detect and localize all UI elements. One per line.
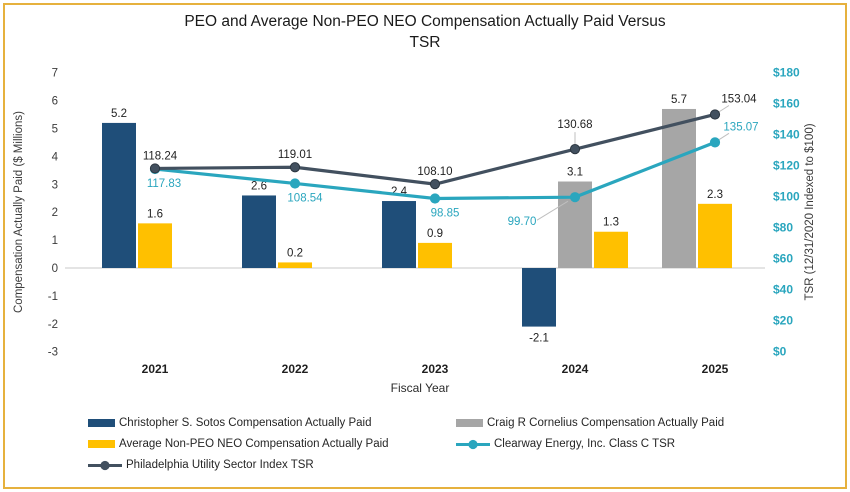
legend-label: Philadelphia Utility Sector Index TSR [126, 459, 314, 471]
y-left-tick-5: 5 [52, 124, 58, 136]
legend-item-philly: Philadelphia Utility Sector Index TSR [88, 459, 456, 471]
legend: Christopher S. Sotos Compensation Actual… [88, 417, 724, 471]
marker-philly-2022 [289, 162, 301, 173]
bar-swatch-icon [456, 419, 483, 427]
y-left-tick--1: -1 [48, 291, 58, 303]
marker-clearway-2025 [709, 137, 721, 148]
marker-philly-2023 [429, 179, 441, 190]
marker-philly-2021 [149, 163, 161, 174]
bar-avg_non_peo-2023 [418, 242, 452, 268]
bar-avg_non_peo-2022 [278, 262, 312, 268]
label-leader-philly-2025 [717, 105, 730, 113]
line-label-philly-2024: 130.68 [557, 119, 592, 131]
bar-swatch-icon [88, 440, 115, 448]
bar-label-cornelius-2024: 3.1 [567, 167, 583, 179]
legend-item-sotos: Christopher S. Sotos Compensation Actual… [88, 417, 456, 429]
line-label-clearway-2025: 135.07 [723, 121, 758, 133]
y-right-tick-100: $100 [773, 190, 800, 204]
line-label-clearway-2022: 108.54 [287, 192, 323, 204]
bar-label-avg_non_peo-2022: 0.2 [287, 247, 303, 259]
y-left-tick-0: 0 [52, 263, 58, 275]
bar-sotos-2021 [102, 122, 136, 268]
bar-swatch-icon [88, 419, 115, 427]
y-right-tick-80: $80 [773, 221, 793, 235]
bar-label-avg_non_peo-2025: 2.3 [707, 189, 723, 201]
y-left-tick-7: 7 [52, 68, 58, 80]
legend-item-cornelius: Craig R Cornelius Compensation Actually … [456, 417, 724, 429]
x-tick-2022: 2022 [282, 362, 309, 376]
y-right-tick-120: $120 [773, 159, 800, 173]
y-right-tick-0: $0 [773, 345, 787, 359]
x-axis-title: Fiscal Year [390, 381, 450, 395]
y-right-tick-180: $180 [773, 66, 800, 80]
y-left-tick--3: -3 [48, 347, 58, 359]
bar-cornelius-2025 [662, 108, 696, 268]
marker-clearway-2023 [429, 193, 441, 204]
bar-label-avg_non_peo-2021: 1.6 [147, 208, 163, 220]
x-tick-2023: 2023 [422, 362, 449, 376]
line-label-philly-2021: 118.24 [143, 150, 178, 162]
marker-philly-2024 [569, 144, 581, 155]
line-marker-swatch-icon [456, 439, 490, 450]
bar-avg_non_peo-2025 [698, 203, 732, 268]
legend-item-clearway: Clearway Energy, Inc. Class C TSR [456, 438, 724, 450]
legend-label: Craig R Cornelius Compensation Actually … [487, 417, 725, 429]
bar-label-sotos-2021: 5.2 [111, 108, 127, 120]
x-tick-2025: 2025 [702, 362, 729, 376]
y-left-tick--2: -2 [48, 319, 58, 331]
line-label-philly-2022: 119.01 [278, 149, 312, 161]
y-right-tick-160: $160 [773, 97, 800, 111]
y-right-tick-60: $60 [773, 252, 793, 266]
y-left-tick-3: 3 [52, 179, 58, 191]
marker-clearway-2024 [569, 192, 581, 203]
y-left-tick-6: 6 [52, 96, 58, 108]
bar-avg_non_peo-2021 [138, 223, 172, 268]
x-tick-2021: 2021 [142, 362, 169, 376]
legend-label: Clearway Energy, Inc. Class C TSR [494, 438, 676, 450]
y-right-tick-40: $40 [773, 283, 793, 297]
label-leader-clearway-2025 [717, 132, 730, 141]
bar-sotos-2022 [242, 195, 276, 268]
line-label-clearway-2023: 98.85 [431, 207, 460, 219]
legend-item-avg-non-peo: Average Non-PEO NEO Compensation Actuall… [88, 438, 456, 450]
bar-label-avg_non_peo-2024: 1.3 [603, 217, 619, 229]
y-left-tick-2: 2 [52, 207, 58, 219]
y-right-tick-140: $140 [773, 128, 800, 142]
line-label-clearway-2021: 117.83 [147, 178, 181, 190]
y-left-tick-4: 4 [52, 151, 59, 163]
bar-label-sotos-2022: 2.6 [251, 180, 267, 192]
bar-label-avg_non_peo-2023: 0.9 [427, 228, 443, 240]
bar-sotos-2024 [522, 268, 556, 327]
line-label-philly-2023: 108.10 [417, 166, 452, 178]
y-left-tick-1: 1 [52, 235, 58, 247]
line-marker-swatch-icon [88, 460, 122, 471]
line-label-clearway-2024: 99.70 [508, 216, 537, 228]
bar-label-sotos-2024: -2.1 [529, 333, 549, 345]
bar-avg_non_peo-2024 [594, 231, 628, 268]
x-tick-2024: 2024 [562, 362, 589, 376]
line-label-philly-2025: 153.04 [721, 93, 757, 105]
chart-title: PEO and Average Non-PEO NEO Compensation… [184, 13, 666, 51]
bar-sotos-2023 [382, 201, 416, 268]
y-right-tick-20: $20 [773, 314, 793, 328]
bar-label-cornelius-2025: 5.7 [671, 94, 687, 106]
legend-label: Average Non-PEO NEO Compensation Actuall… [119, 438, 389, 450]
legend-label: Christopher S. Sotos Compensation Actual… [119, 417, 372, 429]
marker-clearway-2022 [289, 178, 301, 189]
label-leader-clearway-2024 [536, 200, 569, 221]
marker-philly-2025 [709, 109, 721, 120]
